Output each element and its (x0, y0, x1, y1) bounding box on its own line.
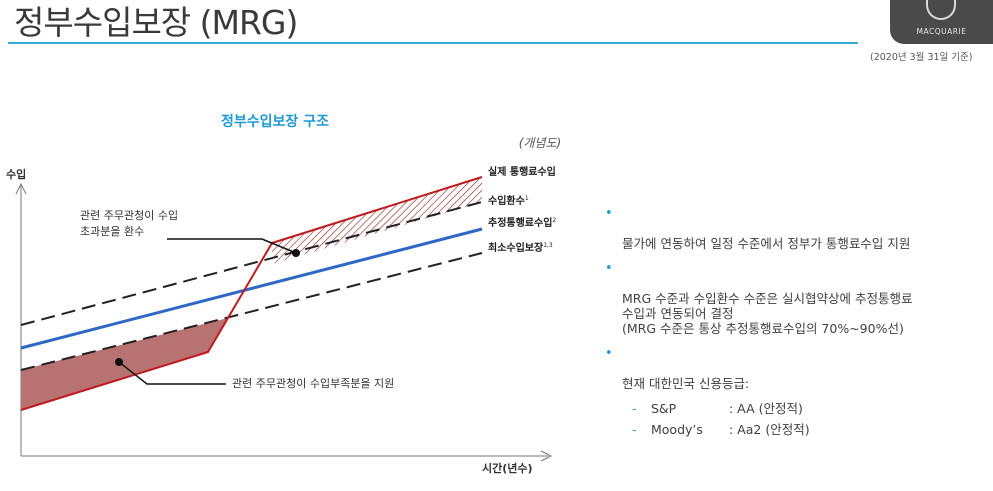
y-axis-arrow-icon (15, 182, 27, 195)
callout-excess-line1: 관련 주무관청이 수입 (80, 209, 178, 222)
diagram-title: 정부수입보장 구조 (221, 113, 329, 130)
dash-icon: - (632, 422, 637, 437)
label-cap-text: 수입환수 (488, 194, 525, 207)
x-axis-label: 시간(년수) (482, 461, 533, 475)
rating-value: : Aa2 (안정적) (729, 422, 810, 437)
bullet-text: 현재 대한민국 신용등급: (622, 376, 750, 391)
bullet-item: • MRG 수준과 수입환수 수준은 실시협약상에 추정통행료 수입과 연동되어… (605, 261, 993, 336)
label-projected-text: 추정통행료수입 (488, 216, 552, 229)
callout-shortfall: 관련 주무관청이 수입부족분을 지원 (232, 377, 394, 390)
callout-excess-line2: 초과분을 환수 (80, 225, 144, 238)
title-underline (8, 42, 858, 44)
bullet-item: • 물가에 연동하여 일정 수준에서 정부가 통행료수입 지원 (605, 206, 993, 251)
macquarie-logo: MACQUARIE (890, 0, 993, 44)
label-projected-sup: 2 (552, 217, 556, 224)
y-axis-label: 수입 (6, 168, 26, 181)
shortfall-area (21, 318, 228, 410)
label-projected: 추정통행료수입2 (488, 216, 556, 229)
x-axis-arrow-icon (540, 450, 553, 462)
callout-excess-leader (167, 238, 297, 254)
date-note: (2020년 3월 31일 기준) (870, 52, 973, 63)
label-minimum: 최소수입보장1,3 (488, 241, 553, 254)
rating-agency: S&P (651, 401, 677, 416)
mrg-diagram: 정부수입보장 구조 (개념도) 수입 시간(년수) 실제 통행료수입 수입환수1… (6, 113, 561, 475)
rating-value: : AA (안정적) (729, 401, 803, 416)
bullet-dot-icon: • (605, 206, 613, 221)
callout-shortfall-dot (115, 358, 123, 366)
rating-row-sp: - S&P : AA (안정적) (605, 401, 993, 416)
label-minimum-text: 최소수입보장 (488, 241, 544, 254)
bullet-dot-icon: • (605, 261, 613, 276)
dash-icon: - (632, 401, 637, 416)
callout-shortfall-leader (118, 361, 226, 385)
bullet-item: • 현재 대한민국 신용등급: (605, 346, 993, 391)
label-cap: 수입환수1 (488, 194, 529, 207)
label-actual: 실제 통행료수입 (488, 165, 556, 178)
minimum-line (20, 252, 483, 371)
projected-line (20, 227, 483, 350)
callout-excess-dot (292, 249, 300, 257)
bullet-dot-icon: • (605, 346, 613, 361)
actual-line (20, 176, 483, 411)
logo-text: MACQUARIE (916, 27, 967, 36)
logo-mark-icon (926, 0, 956, 20)
diagram-note: (개념도) (519, 136, 561, 150)
bullet-text: 물가에 연동하여 일정 수준에서 정부가 통행료수입 지원 (622, 236, 911, 251)
bullet-list: • 물가에 연동하여 일정 수준에서 정부가 통행료수입 지원 • MRG 수준… (605, 206, 993, 437)
bullet-text: MRG 수준과 수입환수 수준은 실시협약상에 추정통행료 수입과 연동되어 결… (622, 291, 913, 336)
rating-agency: Moody’s (651, 422, 703, 437)
label-cap-sup: 1 (525, 195, 529, 202)
page-title: 정부수입보장 (MRG) (14, 3, 298, 42)
label-minimum-sup: 1,3 (543, 242, 553, 249)
cap-line (20, 201, 483, 326)
rating-row-moodys: - Moody’s : Aa2 (안정적) (605, 422, 993, 437)
